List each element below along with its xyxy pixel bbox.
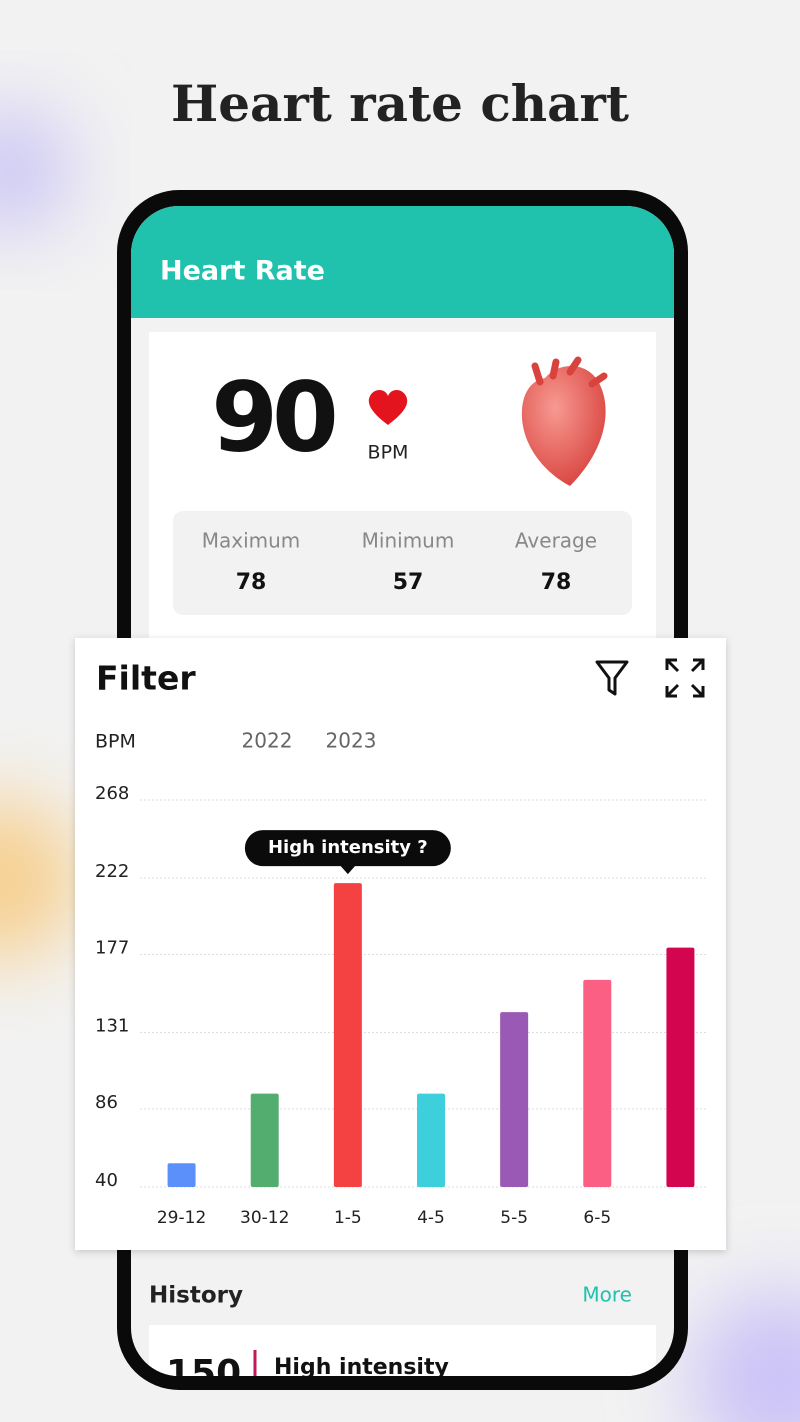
y-tick-label: 40 <box>95 1170 118 1191</box>
stat-value: 57 <box>393 570 424 595</box>
app-header <box>131 206 674 318</box>
bar <box>333 883 362 1187</box>
stat-value: 78 <box>541 570 572 595</box>
history-label: High intensity <box>274 1355 449 1380</box>
history-title: History <box>149 1283 243 1309</box>
bar <box>583 979 612 1187</box>
annotation-pointer <box>339 865 356 875</box>
x-tick-label: 5-5 <box>500 1208 528 1228</box>
annotation-bubble <box>244 830 451 867</box>
bar <box>666 947 695 1187</box>
year-tab[interactable]: 2022 <box>242 729 293 753</box>
year-tab[interactable]: 2023 <box>326 729 377 753</box>
app-title: Heart Rate <box>160 256 325 287</box>
heart-vessels <box>531 356 608 388</box>
heart-icon <box>368 390 408 425</box>
x-tick-label: 30-12 <box>240 1208 289 1228</box>
history-card <box>149 1325 656 1376</box>
y-axis-label: BPM <box>95 731 136 753</box>
x-tick-label: 1-5 <box>334 1208 362 1228</box>
chart-card <box>75 638 726 1250</box>
annotation: High intensity ? <box>268 837 428 858</box>
stat-label: Maximum <box>202 529 301 553</box>
page-title: Heart rate chart <box>171 74 629 133</box>
expand-button[interactable] <box>665 658 705 698</box>
bar <box>167 1163 196 1187</box>
x-tick-label: 6-5 <box>583 1208 611 1228</box>
bpm-unit: BPM <box>368 442 409 464</box>
stat-value: 78 <box>236 570 267 595</box>
stat-label: Minimum <box>362 529 455 553</box>
history-more[interactable]: More <box>582 1283 632 1307</box>
bar <box>250 1093 279 1187</box>
stats-box <box>173 511 632 615</box>
y-tick-label: 222 <box>95 861 129 882</box>
stat-label: Average <box>515 529 597 553</box>
x-tick-label: 4-5 <box>417 1208 445 1228</box>
y-tick-label: 177 <box>95 937 129 958</box>
chart-title: Filter <box>96 659 196 698</box>
bpm-value: 90 <box>211 361 335 473</box>
y-tick-label: 86 <box>95 1092 118 1113</box>
x-tick-label: 29-12 <box>157 1208 206 1228</box>
bar <box>417 1093 445 1187</box>
filter-button[interactable] <box>595 660 629 696</box>
y-tick-label: 131 <box>95 1016 129 1037</box>
background-blobs <box>0 110 800 1422</box>
history-value: 150 <box>166 1353 241 1394</box>
bar <box>500 1012 529 1187</box>
y-tick-label: 268 <box>95 783 129 804</box>
heart-illustration <box>521 365 606 486</box>
